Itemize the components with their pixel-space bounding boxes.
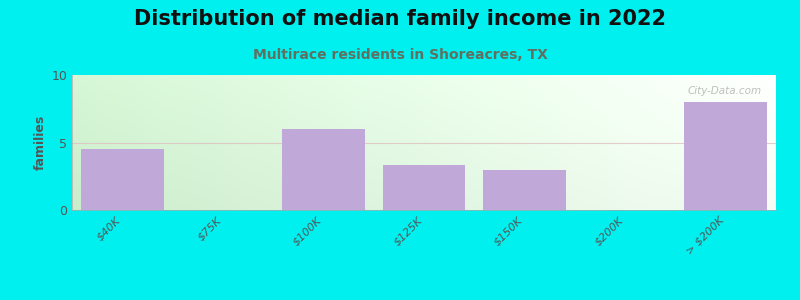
Bar	[685, 102, 767, 210]
Bar	[282, 129, 365, 210]
Bar	[81, 149, 163, 210]
Text: Distribution of median family income in 2022: Distribution of median family income in …	[134, 9, 666, 29]
Text: City-Data.com: City-Data.com	[688, 86, 762, 96]
Bar	[483, 169, 566, 210]
Bar	[382, 165, 466, 210]
Text: Multirace residents in Shoreacres, TX: Multirace residents in Shoreacres, TX	[253, 48, 547, 62]
Y-axis label: families: families	[34, 115, 47, 170]
